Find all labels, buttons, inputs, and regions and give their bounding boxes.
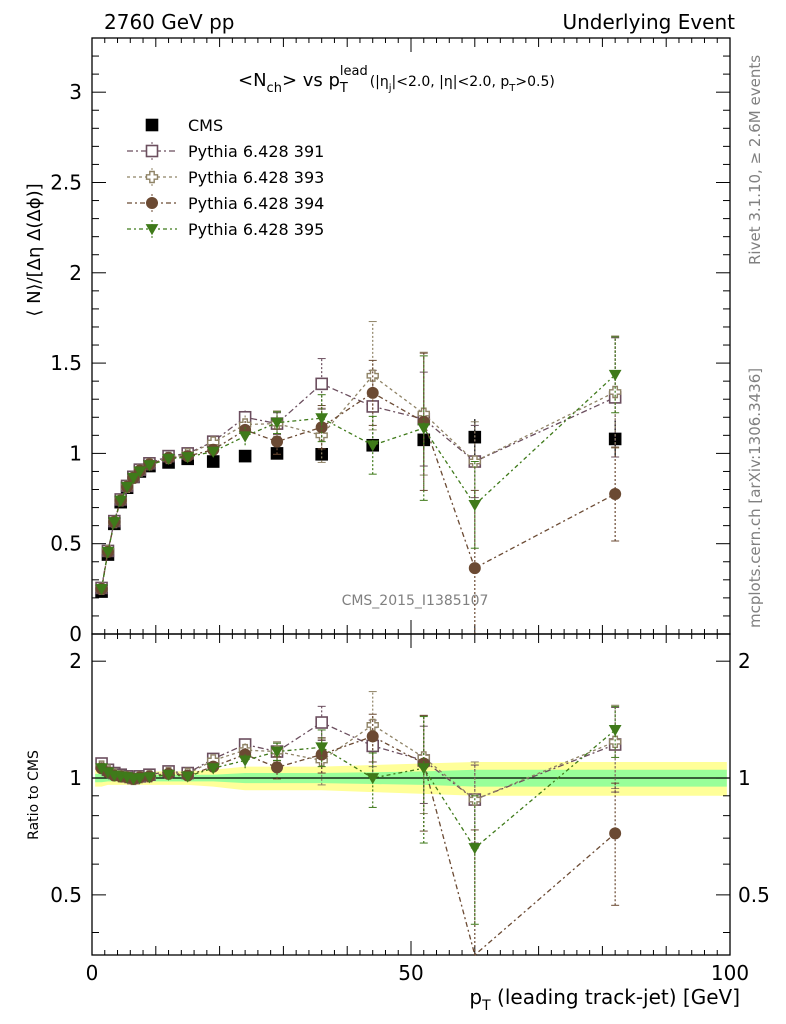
analysis-watermark: CMS_2015_I1385107 [342,593,489,609]
ratio-y-tick-label-right: 1 [738,766,751,790]
ratio-point [143,772,156,784]
legend-label: Pythia 6.428 391 [188,142,324,161]
ratio-point [181,771,195,783]
legend-marker [145,224,159,236]
y-tick-label: 0.5 [50,532,82,556]
legend-marker [145,170,159,184]
x-tick-label: 50 [398,961,423,985]
ratio-point [133,773,147,785]
data-point [366,400,380,413]
data-point [366,386,379,399]
data-point [181,452,195,464]
ratio-point [315,716,328,729]
ratio-point [468,843,482,855]
data-point [114,495,128,507]
legend-marker [146,197,158,209]
series-p395 [95,336,622,596]
data-point [238,449,252,463]
y-tick-label: 1 [69,441,82,465]
ratio-y-tick-label: 0.5 [50,883,82,907]
plot-title: <Nch> vs pTlead(|ηj|<2.0, |η|<2.0, pT>0.… [238,64,555,96]
legend-label: Pythia 6.428 395 [188,220,324,239]
data-point [120,481,134,494]
ratio-point [315,742,329,754]
ratio-point [608,735,622,748]
ratio-ylabel: Ratio to CMS [26,750,42,840]
y-tick-label: 2.5 [50,170,82,194]
main-panel: 0 0.5 1 1.5 2 2.5 3 [50,37,731,646]
ratio-point [609,827,622,840]
legend-label: Pythia 6.428 393 [188,168,324,187]
ratio-point [238,755,252,767]
legend-item-p395: Pythia 6.428 395 [127,220,324,239]
data-point [315,377,328,391]
data-point [95,583,108,596]
series-line [100,392,616,589]
ratio-point [366,773,380,785]
legend-label: CMS [188,116,223,135]
header-left: 2760 GeV pp [104,10,235,34]
ratio-series-p394 [95,713,622,957]
data-point [206,446,220,458]
data-point [366,440,380,452]
data-point [162,453,175,466]
ratio-point [366,730,379,743]
legend: CMS Pythia 6.428 391 Pythia 6.428 393 Pythi… [127,116,324,239]
ratio-point [270,746,284,758]
header-right: Underlying Event [562,10,735,34]
ratio-line [101,735,616,957]
data-point [608,369,622,382]
legend-label: Pythia 6.428 394 [188,194,324,213]
legend-item-p391: Pythia 6.428 391 [127,142,324,161]
data-point [101,546,115,559]
y-tick-label: 2 [69,261,82,285]
rivet-label: Rivet 3.1.10, ≥ 2.6M events [746,55,764,265]
ratio-series-p395 [95,705,622,925]
legend-item-p393: Pythia 6.428 393 [127,168,324,187]
y-tick-label: 1.5 [50,351,82,375]
legend-marker [145,144,159,158]
ratio-point [162,769,175,781]
ratio-y-tick-label-right: 0.5 [738,883,770,907]
xlabel: pT (leading track-jet) [GeV] [469,985,740,1014]
x-tick-label: 100 [711,961,749,985]
legend-item-p394: Pythia 6.428 394 [127,194,324,213]
data-point [143,460,156,472]
y-tick-label: 3 [69,80,82,104]
data-point [271,435,284,448]
x-tick-label: 0 [86,961,99,985]
data-point [315,413,329,425]
data-point [238,431,252,443]
ratio-point [206,763,220,775]
ratio-panel: 0.5 0.5 1 1 2 2 0 50 100 [50,633,770,985]
y-tick-label: 0 [69,622,82,646]
data-point [107,517,121,529]
data-point [270,417,284,429]
ratio-y-tick-label: 2 [69,649,82,673]
data-point [609,488,622,501]
ratio-y-tick-label: 1 [69,766,82,790]
data-point [127,472,140,485]
legend-marker [145,118,159,132]
ratio-y-tick-label-right: 2 [738,649,751,673]
mcplots-label: mcplots.cern.ch [arXiv:1306.3436] [746,368,764,628]
series-line [100,374,616,589]
series-line [100,383,616,589]
series-p394 [95,352,622,635]
data-point [417,423,431,435]
data-point [468,499,482,512]
data-point [133,466,147,478]
data-point [468,562,481,575]
ratio-point [608,725,622,737]
series-cms [95,419,622,598]
series-line [100,374,616,589]
main-ylabel: ⟨ N⟩/[Δη Δ(Δϕ)] [24,183,45,316]
ratio-point [417,763,431,775]
ratio-point [271,761,284,774]
legend-item-cms: CMS [145,116,223,135]
